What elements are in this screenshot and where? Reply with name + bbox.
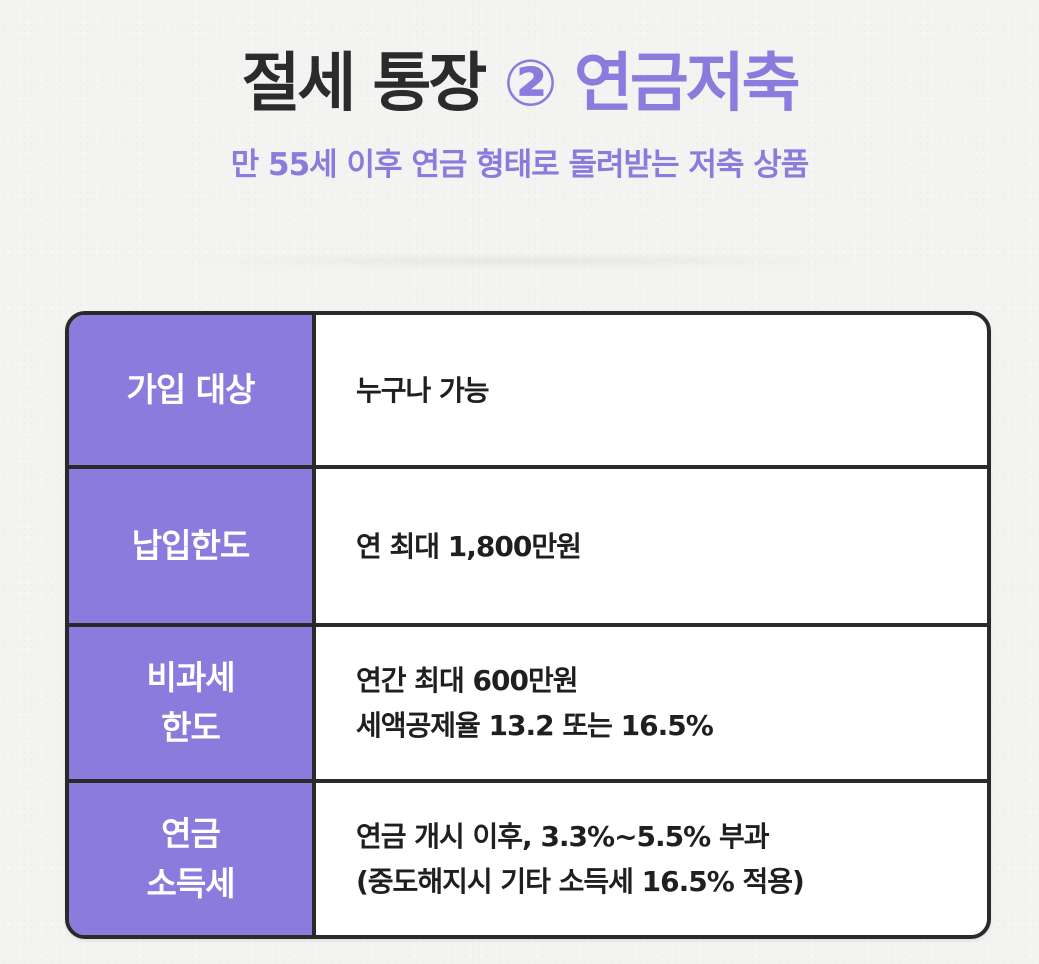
info-table: 가입 대상 누구나 가능 납입한도 연 최대 1,800만원 비과세 한도 연간… [65,311,991,939]
row-value-pension-income-tax: 연금 개시 이후, 3.3%~5.5% 부과 (중도해지시 기타 소득세 16.… [316,783,987,935]
row-label-eligibility: 가입 대상 [69,315,316,469]
title-part2: 연금저축 [574,47,801,121]
page-title: 절세 통장 ② 연금저축 [0,34,1039,134]
title-number: ② [503,47,558,121]
row-label-pension-income-tax: 연금 소득세 [69,783,316,935]
row-value-text: 연금 개시 이후, 3.3%~5.5% 부과 [356,820,769,853]
divider-shadow [170,252,870,270]
row-label-text: 납입한도 [131,526,250,565]
row-value-tax-exempt-limit: 연간 최대 600만원 세액공제율 13.2 또는 16.5% [316,627,987,783]
row-value-text: 연간 최대 600만원 [356,664,579,697]
page-subtitle: 만 55세 이후 연금 형태로 돌려받는 저축 상품 [230,147,810,183]
row-label-text: 가입 대상 [126,370,256,409]
row-value-text: (중도해지시 기타 소득세 16.5% 적용) [356,865,805,898]
row-label-text: 비과세 한도 [146,658,235,747]
row-value-text: 연 최대 1,800만원 [356,529,582,563]
row-label-text: 연금 소득세 [146,814,235,903]
row-value-text: 누구나 가능 [356,373,490,407]
row-value-eligibility: 누구나 가능 [316,315,987,469]
row-label-payment-limit: 납입한도 [69,469,316,627]
row-value-text: 세액공제율 13.2 또는 16.5% [356,709,714,742]
title-part1: 절세 통장 [241,47,487,121]
row-label-tax-exempt-limit: 비과세 한도 [69,627,316,783]
row-value-payment-limit: 연 최대 1,800만원 [316,469,987,627]
